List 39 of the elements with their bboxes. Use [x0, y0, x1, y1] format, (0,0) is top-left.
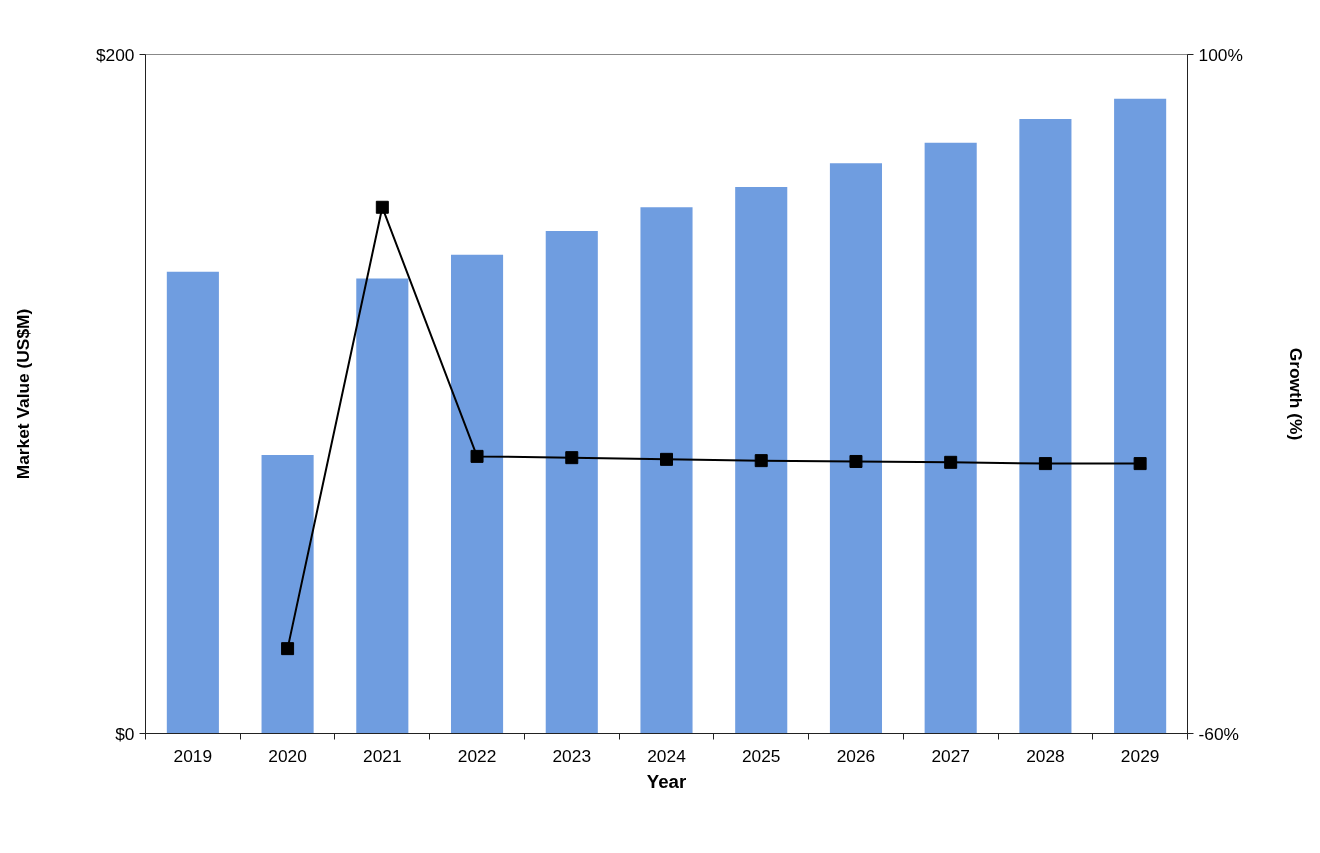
bar	[1114, 98, 1167, 734]
point	[754, 454, 768, 468]
point	[944, 455, 958, 469]
bar	[261, 455, 314, 734]
point	[281, 642, 295, 656]
y-tick-label: $0	[115, 723, 135, 744]
x-tick-label: 2021	[363, 745, 402, 766]
y2-tick-label: 100%	[1198, 44, 1243, 65]
bar	[1019, 119, 1072, 734]
y-axis-title: Market Value (US$M)	[12, 308, 33, 480]
x-tick-label: 2029	[1120, 745, 1160, 766]
point	[849, 454, 863, 468]
x-tick-label: 2019	[173, 745, 213, 766]
x-tick-label: 2027	[931, 745, 970, 766]
x-tick-label: 2023	[552, 745, 592, 766]
point	[660, 452, 673, 466]
x-tick-label: 2026	[836, 745, 876, 766]
x-tick-label: 2025	[741, 745, 781, 766]
bar	[924, 142, 977, 734]
bar	[166, 271, 219, 734]
bar	[545, 231, 598, 734]
point	[1038, 457, 1052, 471]
point	[470, 449, 484, 463]
bar	[735, 186, 788, 734]
bar	[356, 278, 409, 734]
x-tick-label: 2024	[647, 745, 687, 766]
bar	[451, 254, 504, 734]
x-axis-title: Year	[646, 770, 687, 792]
y2-axis-title: Growth (%)	[1285, 347, 1306, 441]
y-tick-label: $200	[95, 44, 135, 65]
x-tick-label: 2028	[1026, 745, 1065, 766]
point	[565, 451, 579, 465]
point	[375, 200, 389, 214]
x-tick-label: 2022	[457, 745, 497, 766]
bar	[640, 207, 693, 734]
y2-tick-label: -60%	[1198, 723, 1239, 744]
point	[1133, 457, 1147, 471]
bar	[829, 163, 882, 734]
x-tick-label: 2020	[268, 745, 307, 766]
